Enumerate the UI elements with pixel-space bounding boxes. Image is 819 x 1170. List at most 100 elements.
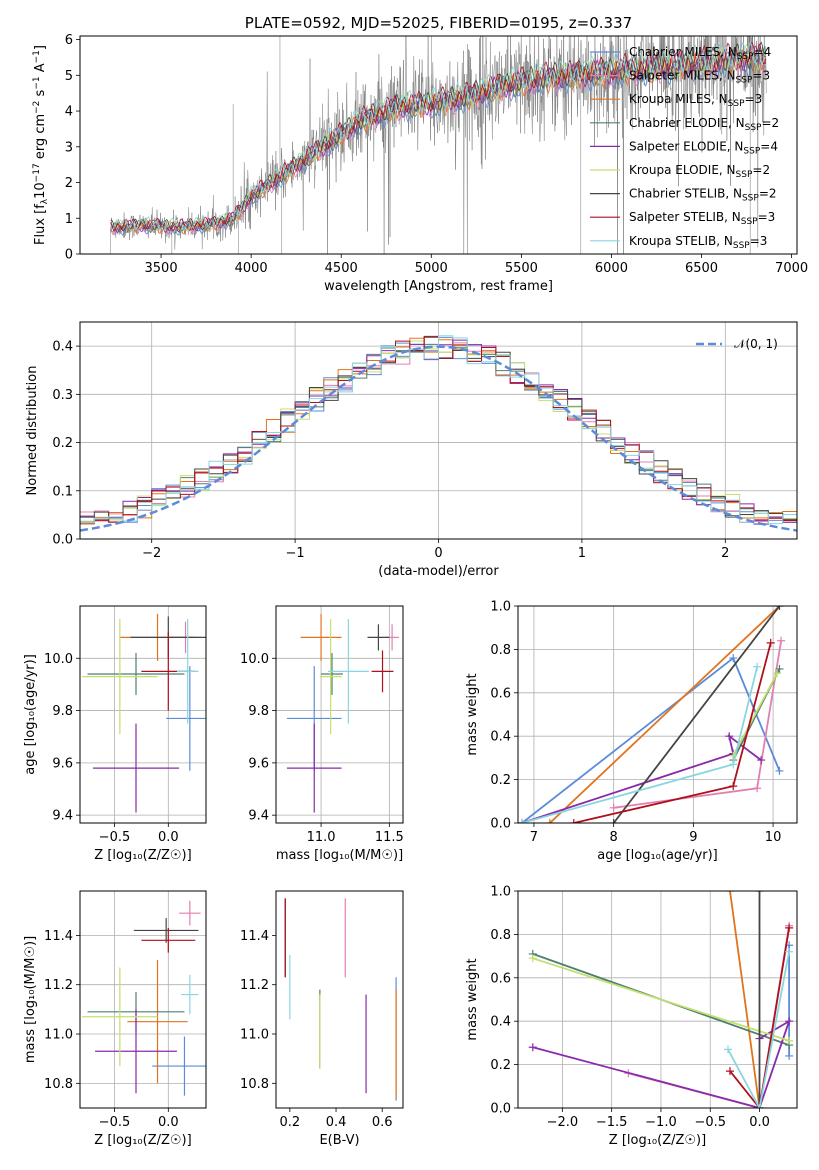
panel-weight_vs_age: 7 8 9 10 0.0 0.2 0.4 0.6 0.8 1.0 age [log₁₀(age/yr… [465,600,798,863]
legend-label: Chabrier MILES, NSSP=4 [629,45,771,62]
y-label-part: ] [33,45,48,50]
weight-line-salpeter-stelib-marker [569,819,578,823]
y-tick-label: 10.0 [44,652,73,667]
x-tick-label: 6500 [685,261,718,276]
panel-mass_vs_Z: −0.5 0.0 10.8 11.0 11.2 11.4 Z [log₁₀(Z/Z☉)] ma… [23,890,207,1148]
x-tick-label: 10 [765,830,782,845]
legend-text: Kroupa MILES, N [629,92,728,106]
y-tick-label: 11.2 [44,978,73,993]
legend-label: Chabrier ELODIE, NSSP=2 [629,116,779,133]
y-label-part: −1 [32,50,42,63]
weight-line-salpeter-stelib-marker [766,638,775,647]
legend-sub: SSP [741,217,758,227]
y-label-part: −2 [32,101,42,114]
legend-tail: =2 [759,187,777,201]
weight-line-kroupa-elodie-marker [773,669,782,678]
legend-tail: =2 [752,163,770,177]
x-tick-label: −1 [286,546,305,561]
legend-sub: SSP [743,146,760,156]
y-tick-label: 1 [65,212,73,227]
legend-label: Salpeter MILES, NSSP=3 [629,69,770,86]
legend-sub: SSP [736,170,753,180]
legend-sub: SSP [742,194,759,204]
weight-line-salpeter-stelib-marker [729,782,738,791]
x-tick-label: 7000 [775,261,808,276]
axes-frame [517,890,798,1109]
x-tick-label: 2 [721,546,729,561]
legend-label: Kroupa STELIB, NSSP=3 [629,234,767,251]
y-tick-label: 9.8 [248,704,269,719]
legend-sub: SSP [737,52,754,62]
y-tick-label: 11.2 [240,978,269,993]
y-axis-label: mass weight [465,958,480,1040]
y-label-part: −1 [32,76,42,89]
weight-line-salpeter-elodie-marker [757,756,766,765]
weight-line-salpeter-elodie-marker [725,732,734,741]
weight-line-kroupa-miles [549,606,781,823]
y-tick-label: 10.8 [44,1077,73,1092]
legend-label: Chabrier STELIB, NSSP=2 [629,187,777,204]
x-axis-label: Z [log₁₀(Z/Z☉)] [609,1133,706,1148]
weight-line-chabrier-miles-marker [785,1051,794,1060]
axes-frame [79,605,207,824]
x-tick-label: −2.0 [547,1115,579,1130]
y-tick-label: 0.6 [490,686,511,701]
y-tick-label: 3 [65,140,73,155]
y-tick-label: 0.2 [52,436,73,451]
chart-title: PLATE=0592, MJD=52025, FIBERID=0195, z=0… [245,14,632,32]
axes-frame [275,890,404,1109]
y-tick-label: 10.0 [240,652,269,667]
panel-mass_vs_ebv: 0.2 0.4 0.6 10.8 11.0 11.2 11.4 E(B-V) [240,890,404,1148]
y-tick-label: 0.6 [490,971,511,986]
y-tick-label: 0.8 [490,643,511,658]
weight-line-salpeter-elodie-marker [528,1043,537,1052]
weight-line-kroupa-stelib-marker [729,760,738,769]
x-tick-label: 7 [530,830,538,845]
plot-area [528,891,794,1108]
y-tick-label: 2 [65,176,73,191]
model-line-kroupa-stelib [110,41,767,231]
y-tick-label: 0.1 [52,484,73,499]
legend-label: 𝒩(0, 1) [734,337,778,351]
y-tick-label: 1.0 [490,885,511,900]
x-axis-label: Z [log₁₀(Z/Z☉)] [94,1133,191,1148]
model-line-salpeter-stelib [110,42,767,232]
x-axis-label: E(B-V) [319,1133,359,1148]
y-axis-label: mass weight [465,673,480,755]
y-tick-label: 9.8 [52,704,73,719]
panel-residuals: −2 −1 0 1 2 0.0 0.1 0.2 0.3 0.4 (data-model)/error… [25,321,798,579]
x-axis-label: wavelength [Angstrom, rest frame] [324,279,553,294]
y-tick-label: 0 [65,248,73,263]
panel-age_vs_Z: −0.5 0.0 9.4 9.6 9.8 10.0 Z [log₁₀(Z/Z☉)] age [… [23,605,207,863]
weight-line-kroupa-stelib [521,666,758,823]
y-tick-label: 10.8 [240,1077,269,1092]
legend-sub: SSP [728,99,745,109]
y-tick-label: 11.0 [240,1028,269,1043]
legend-label: Salpeter ELODIE, NSSP=4 [629,139,778,156]
weight-line-kroupa-stelib-marker [755,1104,764,1108]
legend-tail: =3 [745,92,763,106]
x-tick-label: 4000 [235,261,268,276]
x-tick-label: 0.0 [749,1115,770,1130]
weight-line-chabrier-miles-marker [775,766,784,775]
y-tick-label: 9.4 [52,809,73,824]
weight-line-kroupa-stelib-marker [753,662,762,671]
weight-line-chabrier-miles-marker [729,654,738,663]
y-tick-label: 0.2 [490,773,511,788]
model-line-kroupa-miles [110,49,767,235]
legend-text: Salpeter ELODIE, N [629,139,743,153]
weight-line-kroupa-miles [729,891,761,1108]
x-tick-label: 11.5 [375,830,404,845]
legend-text: Chabrier STELIB, N [629,187,742,201]
legend-text: Chabrier MILES, N [629,45,737,59]
legend-sub: SSP [736,76,753,86]
x-tick-label: −0.5 [694,1115,726,1130]
y-label-part: λ [40,198,50,204]
y-tick-label: 4 [65,105,73,120]
weight-line-salpeter-stelib [729,927,790,1108]
weight-line-salpeter-miles [613,640,782,809]
weight-line-salpeter-elodie-marker [785,1017,794,1026]
weight-line-chabrier-elodie-marker [775,664,784,673]
weight-line-kroupa-elodie-marker [528,954,537,963]
